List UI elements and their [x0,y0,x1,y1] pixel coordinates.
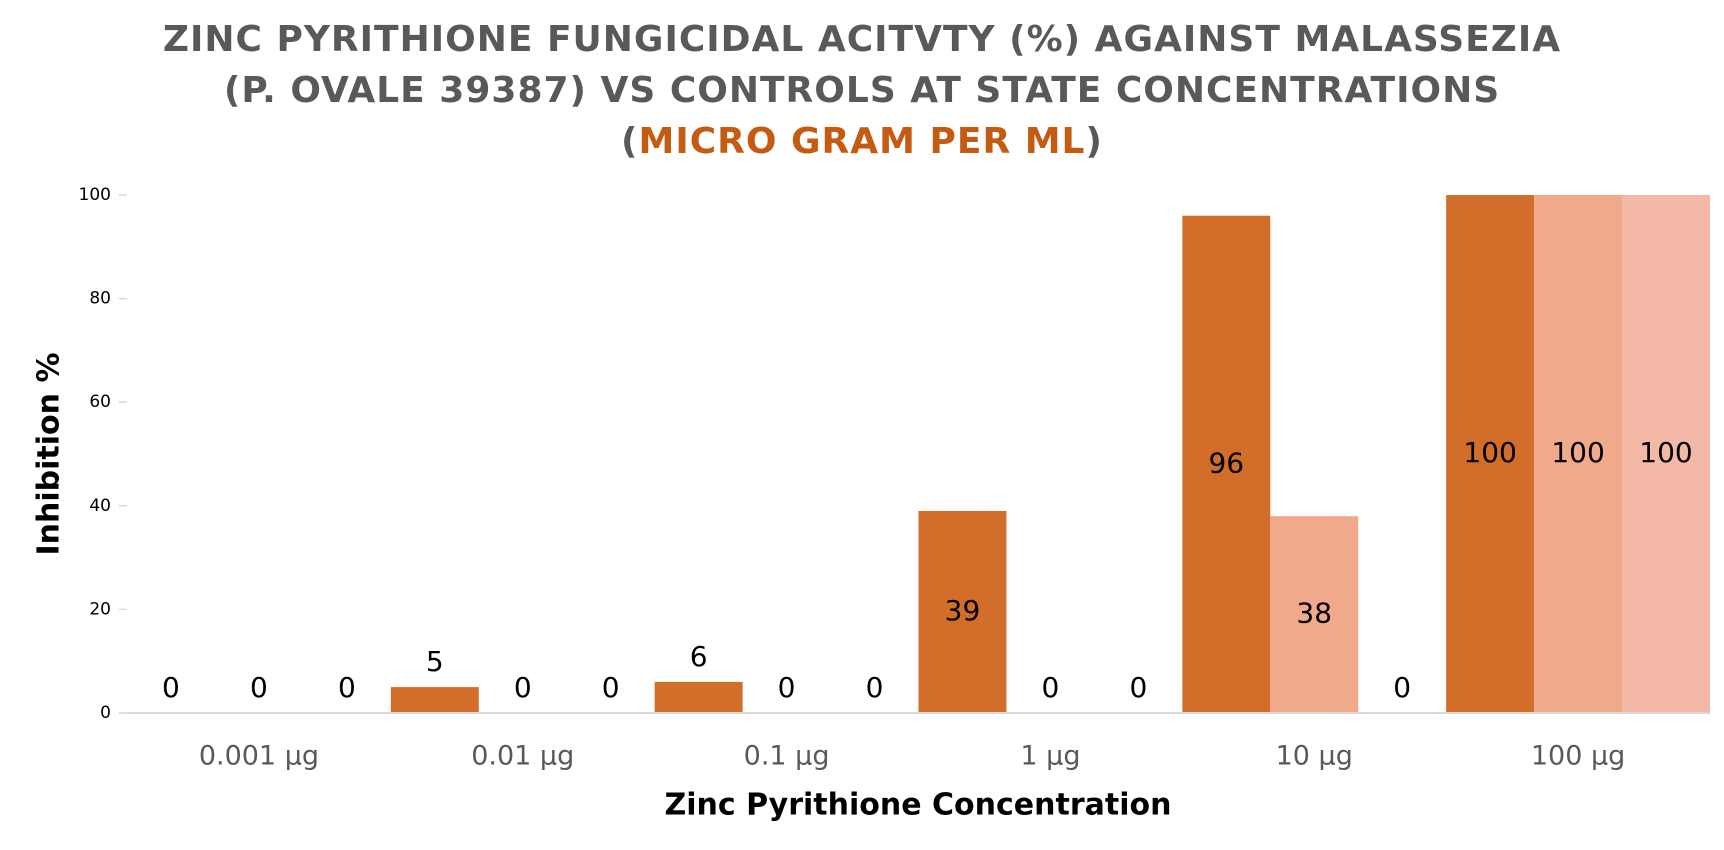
data-label: 0 [866,671,884,704]
bar [1446,195,1535,713]
data-label: 0 [1129,671,1147,704]
x-tick-label: 0.001 µg [199,741,319,772]
data-label: 0 [778,671,796,704]
data-label: 100 [1551,436,1604,469]
bar [390,687,479,713]
y-axis-title: Inhibition % [32,352,67,555]
y-tick-label: 40 [89,496,111,516]
data-label: 96 [1208,446,1244,479]
data-label: 0 [250,671,268,704]
data-label: 100 [1639,436,1692,469]
data-label: 6 [690,640,708,673]
y-tick-label: 20 [89,599,111,619]
x-tick-label: 10 µg [1276,741,1353,772]
y-tick-label: 100 [79,185,111,205]
data-label: 38 [1296,597,1332,630]
x-tick-label: 100 µg [1531,741,1625,772]
data-label: 0 [514,671,532,704]
bar [1622,195,1710,713]
title-part: ) [1085,121,1103,162]
y-tick-label: 0 [100,703,111,723]
title-part: MICRO GRAM PER ML [638,121,1086,162]
x-tick-label: 0.01 µg [471,741,574,772]
y-tick-label: 60 [89,392,111,412]
bar [1270,516,1359,713]
data-label: 0 [338,671,356,704]
title-part: ZINC PYRITHIONE FUNGICIDAL ACITVTY (%) A… [162,19,1562,162]
x-axis-title: Zinc Pyrithione Concentration [665,788,1172,823]
data-label: 39 [945,594,981,627]
data-label: 5 [426,645,444,678]
bar [1182,215,1271,713]
bar [1534,195,1623,713]
data-label: 0 [162,671,180,704]
bar [654,681,743,713]
chart-title: ZINC PYRITHIONE FUNGICIDAL ACITVTY (%) A… [162,14,1562,167]
data-label: 0 [602,671,620,704]
x-tick-label: 0.1 µg [744,741,830,772]
x-tick-label: 1 µg [1020,741,1080,772]
y-tick-label: 80 [89,289,111,309]
data-label: 100 [1463,436,1516,469]
data-label: 0 [1393,671,1411,704]
bar [918,510,1007,713]
data-label: 0 [1042,671,1060,704]
